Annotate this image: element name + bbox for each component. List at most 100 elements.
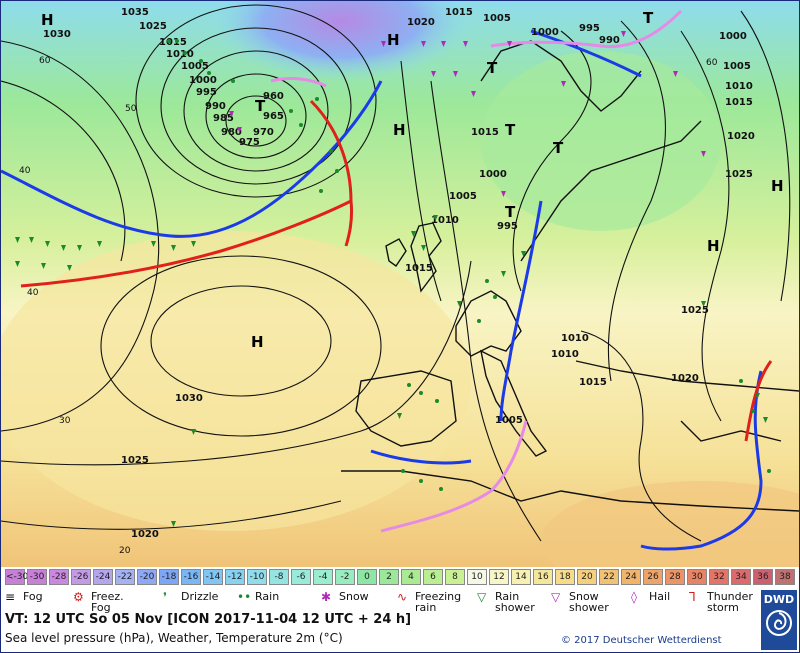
- scale-step: 26: [643, 569, 663, 585]
- scale-step: 36: [753, 569, 773, 585]
- warm-south-field: [541, 481, 799, 567]
- pressure-label: 1015: [579, 377, 607, 388]
- pressure-centers: H H H H H H T T T T T T: [41, 9, 784, 351]
- scandinavia-field: [481, 51, 721, 231]
- temperature-scale: <-30 -30 -28 -26 -24 -22 -20 -18 -16 -14…: [5, 569, 797, 587]
- isobars: [1, 4, 791, 542]
- warm-front-east: [744, 360, 773, 442]
- pressure-label: 1010: [431, 215, 459, 226]
- pressure-label: 965: [263, 111, 284, 122]
- weather-symbols: [15, 31, 771, 527]
- scale-step: 12: [489, 569, 509, 585]
- pressure-label: 995: [497, 221, 518, 232]
- scale-step: -10: [247, 569, 267, 585]
- pressure-label: 1025: [139, 21, 167, 32]
- pressure-label: 1025: [725, 169, 753, 180]
- pressure-label: 995: [579, 23, 600, 34]
- latitude-label: 40: [19, 166, 31, 176]
- scale-step: 22: [599, 569, 619, 585]
- scale-step: 30: [687, 569, 707, 585]
- pressure-label: 1015: [405, 263, 433, 274]
- scale-step: 4: [401, 569, 421, 585]
- pressure-label: 1015: [445, 7, 473, 18]
- pressure-label: 1025: [121, 455, 149, 466]
- low-pressure-center: T: [255, 97, 266, 115]
- copyright-link[interactable]: © 2017 Deutscher Wetterdienst: [561, 635, 722, 646]
- pressure-label: 1015: [725, 97, 753, 108]
- chart-description: Sea level pressure (hPa), Weather, Tempe…: [5, 631, 343, 645]
- pressure-label: 985: [213, 113, 234, 124]
- scale-step: -4: [313, 569, 333, 585]
- pressure-label: 1000: [531, 27, 559, 38]
- pressure-label: 1010: [166, 49, 194, 60]
- low-pressure-center: T: [487, 59, 498, 77]
- latitude-label: 60: [706, 58, 718, 68]
- latitude-label: 20: [119, 546, 131, 556]
- scale-step: 8: [445, 569, 465, 585]
- thunderstorm-icon: Ꞁ: [689, 590, 696, 604]
- high-pressure-center: H: [251, 333, 264, 351]
- pressure-label: 1000: [719, 31, 747, 42]
- scale-step: 0: [357, 569, 377, 585]
- rain-shower-icon: ▽: [477, 590, 487, 604]
- low-pressure-center: T: [505, 121, 516, 139]
- pressure-label: 1020: [671, 373, 699, 384]
- hail-icon: ◊: [631, 590, 637, 604]
- scale-step: -6: [291, 569, 311, 585]
- cold-front-alps: [499, 200, 543, 422]
- scale-step: -14: [203, 569, 223, 585]
- latitude-label: 50: [125, 104, 137, 114]
- pressure-label: 1005: [723, 61, 751, 72]
- pressure-label: 990: [205, 101, 226, 112]
- scale-step: -2: [335, 569, 355, 585]
- pressure-label: 1010: [561, 333, 589, 344]
- snow-shower-icon: ▽: [551, 590, 561, 604]
- pressure-label: 1020: [727, 131, 755, 142]
- pressure-label: 1020: [131, 529, 159, 540]
- pressure-label: 990: [599, 35, 620, 46]
- high-pressure-center: H: [41, 11, 54, 29]
- cold-front-iberia: [370, 449, 472, 465]
- scale-step: -28: [49, 569, 69, 585]
- scale-min: <-30: [5, 569, 28, 585]
- pressure-label: 1005: [181, 61, 209, 72]
- scale-step: -12: [225, 569, 245, 585]
- scale-step: -26: [71, 569, 91, 585]
- coastlines: [341, 40, 799, 512]
- drizzle-icon: ❜: [163, 590, 167, 604]
- rain-icon: ••: [237, 590, 252, 604]
- scale-step: -30: [27, 569, 47, 585]
- scale-step: 14: [511, 569, 531, 585]
- occlusion-low: [270, 77, 327, 88]
- scale-step: 18: [555, 569, 575, 585]
- map-canvas: 1035 1030 1025 1015 1010 1005 1000 995 9…: [1, 1, 799, 567]
- cold-air-arctic: [211, 1, 471, 81]
- high-pressure-center: H: [771, 177, 784, 195]
- valid-time: VT: 12 UTC So 05 Nov [ICON 2017-11-04 12…: [5, 612, 412, 627]
- scale-step: -24: [93, 569, 113, 585]
- low-pressure-center: T: [553, 139, 564, 157]
- high-pressure-center: H: [707, 237, 720, 255]
- pressure-label: 1005: [449, 191, 477, 202]
- freezing-fog-icon: ⚙: [73, 590, 84, 604]
- weather-legend: ≡ Fog ⚙ Freez. Fog ❜ Drizzle •• Rain ✱ S…: [5, 590, 753, 614]
- scale-step: 32: [709, 569, 729, 585]
- latitude-label: 60: [39, 56, 51, 66]
- dwd-logo-text: DWD: [763, 593, 795, 606]
- pressure-label: 975: [239, 137, 260, 148]
- freezing-rain-icon: ∿: [397, 590, 408, 604]
- low-pressure-center: T: [643, 9, 654, 27]
- latitude-label: 30: [59, 416, 71, 426]
- scale-step: -22: [115, 569, 135, 585]
- dwd-logo[interactable]: DWD: [761, 590, 797, 650]
- pressure-label: 1015: [159, 37, 187, 48]
- scale-step: 6: [423, 569, 443, 585]
- scale-step: 28: [665, 569, 685, 585]
- scale-step: -8: [269, 569, 289, 585]
- occlusion-north: [490, 9, 683, 49]
- pressure-label: 995: [196, 87, 217, 98]
- scale-step: 16: [533, 569, 553, 585]
- scale-step: -16: [181, 569, 201, 585]
- dwd-swirl-icon: [766, 610, 792, 636]
